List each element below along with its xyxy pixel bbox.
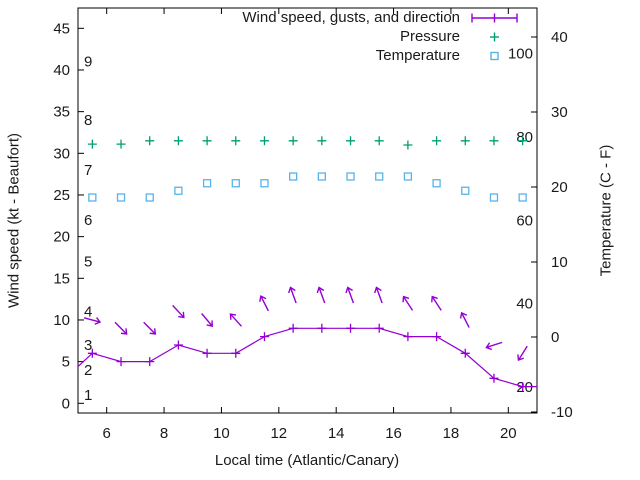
svg-text:4: 4 [84, 304, 92, 321]
svg-text:5: 5 [84, 254, 92, 271]
svg-text:16: 16 [385, 425, 402, 442]
svg-text:35: 35 [53, 104, 70, 121]
svg-text:3: 3 [84, 337, 92, 354]
svg-text:40: 40 [516, 296, 533, 313]
svg-text:20: 20 [500, 425, 517, 442]
svg-text:12: 12 [270, 425, 287, 442]
svg-text:-10: -10 [551, 404, 573, 421]
svg-text:8: 8 [84, 112, 92, 129]
right-axis-title: Temperature (C - F) [597, 144, 615, 277]
svg-text:30: 30 [551, 104, 568, 121]
svg-text:14: 14 [328, 425, 345, 442]
legend-wind-label: Wind speed, gusts, and direction [242, 9, 460, 26]
svg-text:1: 1 [84, 387, 92, 404]
svg-text:0: 0 [551, 329, 559, 346]
svg-text:100: 100 [508, 46, 533, 63]
svg-text:8: 8 [160, 425, 168, 442]
svg-text:20: 20 [53, 229, 70, 246]
svg-text:6: 6 [84, 212, 92, 229]
svg-text:20: 20 [551, 179, 568, 196]
svg-text:10: 10 [551, 254, 568, 271]
svg-text:30: 30 [53, 145, 70, 162]
svg-text:45: 45 [53, 20, 70, 37]
svg-text:25: 25 [53, 187, 70, 204]
svg-text:20: 20 [516, 379, 533, 396]
svg-text:5: 5 [62, 354, 70, 371]
svg-text:80: 80 [516, 129, 533, 146]
temperature-legend-marker-icon [490, 51, 499, 61]
pressure-legend-marker-icon [490, 32, 499, 42]
svg-text:6: 6 [103, 425, 111, 442]
svg-text:2: 2 [84, 362, 92, 379]
legend-temperature-label: Temperature [375, 47, 460, 64]
svg-text:10: 10 [213, 425, 230, 442]
wind-legend-sample-icon [471, 13, 518, 23]
svg-text:15: 15 [53, 270, 70, 287]
legend-pressure-label: Pressure [399, 28, 460, 45]
left-axis-title: Wind speed (kt - Beaufort) [5, 132, 23, 309]
svg-text:40: 40 [551, 29, 568, 46]
svg-text:7: 7 [84, 162, 92, 179]
bottom-axis-title: Local time (Atlantic/Canary) [214, 452, 400, 469]
svg-text:0: 0 [62, 395, 70, 412]
svg-text:10: 10 [53, 312, 70, 329]
svg-text:9: 9 [84, 54, 92, 71]
svg-text:40: 40 [53, 62, 70, 79]
svg-text:60: 60 [516, 212, 533, 229]
svg-text:18: 18 [443, 425, 460, 442]
